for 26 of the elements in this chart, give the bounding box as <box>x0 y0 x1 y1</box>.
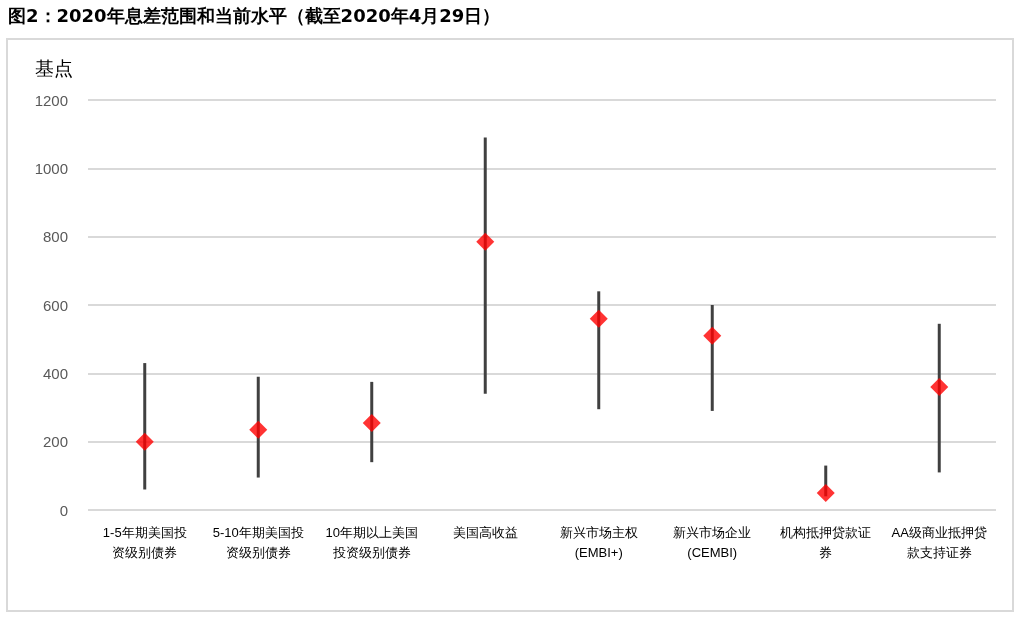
point <box>362 413 381 432</box>
x-tick-label: 新兴市场企业 (CEMBI) <box>673 524 752 560</box>
x-tick-label: 5-10年期美国投资级别债券 <box>212 524 304 560</box>
y-tick-label: 0 <box>59 501 68 519</box>
point <box>816 483 835 502</box>
x-tick-label: 1-5年期美国投资级别债券 <box>102 524 187 560</box>
point <box>930 378 949 396</box>
point <box>476 232 495 251</box>
point <box>249 420 268 439</box>
point <box>589 309 608 328</box>
x-tick-label: 美国高收益 <box>452 524 518 540</box>
x-tick-label: AA级商业抵押贷款支持证券 <box>891 524 987 560</box>
y-axis-title: 基点 <box>35 58 73 79</box>
x-tick-label: 机构抵押贷款证券 <box>780 524 872 560</box>
y-tick-label: 400 <box>42 364 68 382</box>
x-tick-label: 10年期以上美国投资级别债券 <box>325 524 418 560</box>
y-tick-label: 1000 <box>34 159 68 177</box>
y-tick-label: 600 <box>42 296 68 314</box>
y-tick-label: 1200 <box>34 91 68 109</box>
point <box>135 432 154 451</box>
bar <box>483 137 487 394</box>
chart-title: 图2：2020年息差范围和当前水平（截至2020年4月29日） <box>8 4 501 28</box>
y-tick-label: 800 <box>42 228 68 246</box>
y-tick-label: 200 <box>42 433 68 451</box>
x-tick-label: 新兴市场主权 (EMBI+) <box>559 524 638 560</box>
point <box>703 326 722 345</box>
